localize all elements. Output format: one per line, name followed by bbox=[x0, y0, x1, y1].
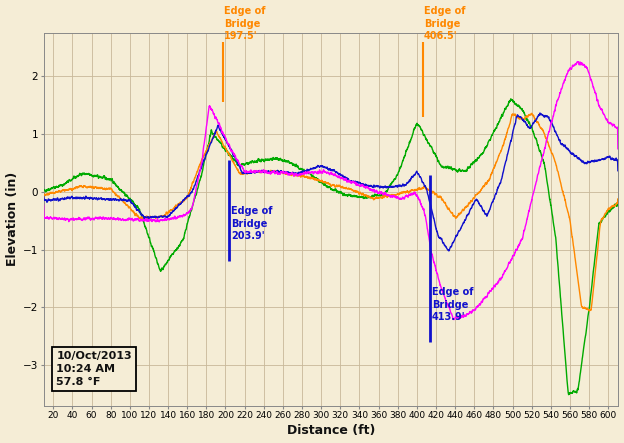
Y-axis label: Elevation (in): Elevation (in) bbox=[6, 172, 19, 266]
X-axis label: Distance (ft): Distance (ft) bbox=[286, 424, 375, 437]
Text: Edge of
Bridge
203.9': Edge of Bridge 203.9' bbox=[231, 206, 272, 241]
Text: Edge of
Bridge
197.5': Edge of Bridge 197.5' bbox=[224, 6, 266, 41]
Text: 10/Oct/2013
10:24 AM
57.8 °F: 10/Oct/2013 10:24 AM 57.8 °F bbox=[56, 351, 132, 387]
Text: Edge of
Bridge
406.5': Edge of Bridge 406.5' bbox=[424, 6, 466, 41]
Text: Edge of
Bridge
413.9': Edge of Bridge 413.9' bbox=[432, 287, 473, 322]
